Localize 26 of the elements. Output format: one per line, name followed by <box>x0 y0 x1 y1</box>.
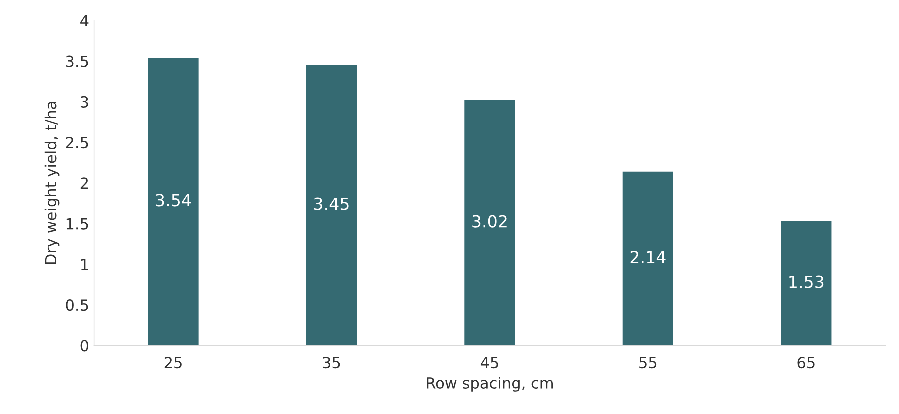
y-tick-label: 0.5 <box>66 300 88 312</box>
bar <box>148 58 199 346</box>
data-label: 3.02 <box>472 215 507 228</box>
bar <box>622 172 674 346</box>
y-axis-title: Dry weight yield, t/ha <box>44 102 60 264</box>
x-tick-label: 65 <box>798 357 815 369</box>
y-tick-label: 1.5 <box>66 218 88 230</box>
y-tick-label: 3 <box>80 96 88 108</box>
bar <box>781 221 832 346</box>
y-tick-label: 2 <box>80 178 88 189</box>
x-tick-label: 45 <box>480 357 498 369</box>
data-label: 3.45 <box>314 198 349 210</box>
x-tick-label: 25 <box>164 357 182 369</box>
y-tick-label: 0 <box>80 340 89 352</box>
data-label: 1.53 <box>790 276 824 288</box>
bar <box>306 65 358 346</box>
y-tick-label: 2.5 <box>66 137 88 149</box>
y-tick-label: 4 <box>80 15 89 27</box>
y-tick-label: 1 <box>81 259 88 270</box>
data-label: 2.14 <box>630 250 666 264</box>
bar <box>464 100 516 346</box>
data-label: 3.54 <box>156 194 192 207</box>
y-tick-label: 3.5 <box>66 56 88 68</box>
x-tick-label: 55 <box>640 357 657 369</box>
x-axis-title: Row spacing, cm <box>427 377 553 392</box>
x-tick-label: 35 <box>323 357 340 369</box>
